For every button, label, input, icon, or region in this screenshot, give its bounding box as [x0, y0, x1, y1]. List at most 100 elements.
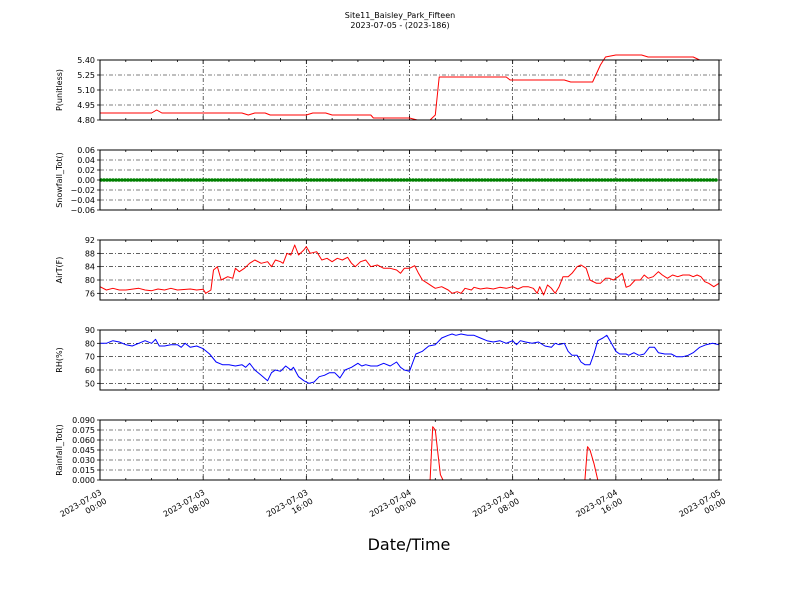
data-point [684, 178, 688, 182]
data-point [294, 178, 298, 182]
data-point [612, 178, 616, 182]
data-point [381, 178, 385, 182]
data-point [585, 178, 589, 182]
y-axis-label: P(unitless) [55, 69, 64, 111]
data-point [252, 178, 256, 182]
y-tick-label: 88 [85, 249, 95, 258]
data-point [288, 178, 292, 182]
data-point [402, 178, 406, 182]
y-tick-label: 4.80 [77, 116, 95, 125]
data-point [315, 178, 319, 182]
data-point [378, 178, 382, 182]
axes-frame [99, 329, 720, 391]
data-point [249, 178, 253, 182]
y-tick-label: 0.090 [72, 416, 95, 425]
data-point [276, 178, 280, 182]
data-point [264, 178, 268, 182]
data-point [399, 178, 403, 182]
data-point [687, 178, 691, 182]
data-point [189, 178, 193, 182]
data-point [606, 178, 610, 182]
data-point [591, 178, 595, 182]
data-point [645, 178, 649, 182]
data-point [192, 178, 196, 182]
data-point [159, 178, 163, 182]
y-tick-label: 92 [85, 236, 95, 245]
axes-frame [99, 239, 720, 301]
data-point [459, 178, 463, 182]
data-point [531, 178, 535, 182]
data-point [195, 178, 199, 182]
data-point [651, 178, 655, 182]
data-point [555, 178, 559, 182]
y-tick-label: 90 [85, 326, 95, 335]
data-point [624, 178, 628, 182]
y-axis-label: RH(%) [55, 347, 64, 372]
data-point [183, 178, 187, 182]
data-point [201, 178, 205, 182]
chart-title: Site11_Baisley_Park_Fifteen [345, 11, 455, 20]
data-point [111, 178, 115, 182]
y-tick-label: −0.04 [70, 196, 95, 205]
data-point [306, 178, 310, 182]
data-point [279, 178, 283, 182]
data-point [519, 178, 523, 182]
data-point [456, 178, 460, 182]
data-point [426, 178, 430, 182]
data-point [495, 178, 499, 182]
data-point [303, 178, 307, 182]
data-point [471, 178, 475, 182]
data-point [570, 178, 574, 182]
data-point [525, 178, 529, 182]
data-point [354, 178, 358, 182]
data-point [372, 178, 376, 182]
chart-subtitle: 2023-07-05 - (2023-186) [350, 21, 449, 30]
y-tick-label: −0.02 [70, 186, 95, 195]
series-line [100, 333, 720, 384]
data-point [441, 178, 445, 182]
data-point [345, 178, 349, 182]
data-point [117, 178, 121, 182]
data-point [153, 178, 157, 182]
data-point [663, 178, 667, 182]
data-point [150, 178, 154, 182]
data-point [462, 178, 466, 182]
data-point [219, 178, 223, 182]
data-point [429, 178, 433, 182]
y-axis-label: Snowfall_Tot() [55, 152, 64, 208]
y-tick-label: 0.04 [77, 156, 95, 165]
data-point [414, 178, 418, 182]
data-point [432, 178, 436, 182]
data-point [582, 178, 586, 182]
data-point [435, 178, 439, 182]
data-point [501, 178, 505, 182]
data-point [588, 178, 592, 182]
data-point [453, 178, 457, 182]
y-tick-label: 76 [85, 289, 95, 298]
data-point [102, 178, 106, 182]
data-point [141, 178, 145, 182]
axes-frame [99, 419, 720, 481]
data-point [327, 178, 331, 182]
data-point [168, 178, 172, 182]
data-point [357, 178, 361, 182]
data-point [162, 178, 166, 182]
panel-2: −0.06−0.04−0.020.000.020.040.06 Snowfall_… [55, 146, 722, 215]
data-point [336, 178, 340, 182]
data-point [309, 178, 313, 182]
data-point [705, 178, 709, 182]
data-point [330, 178, 334, 182]
data-point [387, 178, 391, 182]
y-tick-label: 0.06 [77, 146, 95, 155]
data-point [609, 178, 613, 182]
data-point [549, 178, 553, 182]
data-point [342, 178, 346, 182]
x-axis-label: Date/Time [368, 535, 451, 554]
data-point [633, 178, 637, 182]
y-tick-label: 70 [85, 353, 95, 362]
data-point [690, 178, 694, 182]
data-point [243, 178, 247, 182]
data-point [333, 178, 337, 182]
